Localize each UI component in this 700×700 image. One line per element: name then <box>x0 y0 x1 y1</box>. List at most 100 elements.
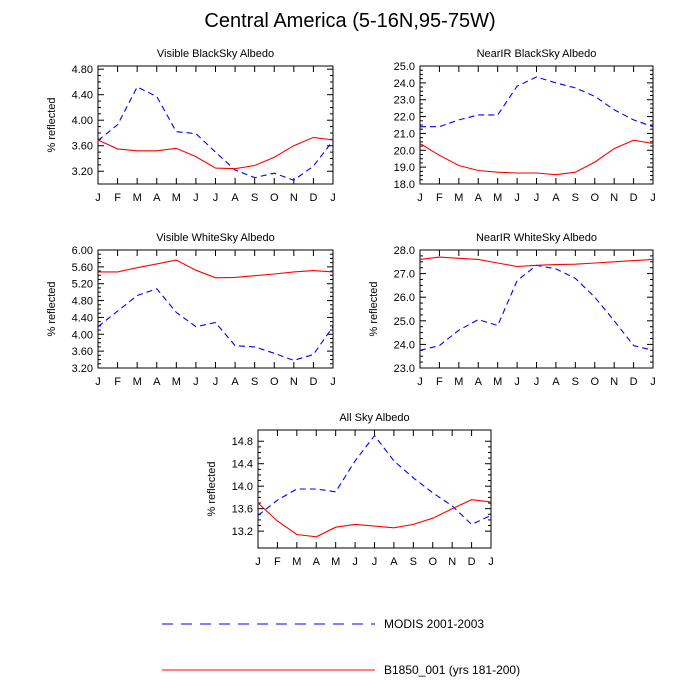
x-tick-label: J <box>417 376 423 388</box>
x-tick-label: J <box>488 556 494 568</box>
x-tick-label: J <box>330 376 336 388</box>
subplot-title: NearIR WhiteSky Albedo <box>476 232 597 244</box>
x-tick-label: N <box>448 556 456 568</box>
x-tick-label: S <box>251 192 258 204</box>
y-tick-label: 28.0 <box>394 245 415 257</box>
series-line-model <box>419 139 654 176</box>
y-tick-label: 24.0 <box>394 339 415 351</box>
y-tick-label: 4.80 <box>72 64 93 76</box>
x-tick-label: J <box>193 192 199 204</box>
x-tick-label: A <box>153 376 161 388</box>
x-tick-label: J <box>213 376 219 388</box>
x-tick-label: M <box>331 556 340 568</box>
x-tick-label: S <box>572 192 579 204</box>
series-line-modis <box>97 86 334 181</box>
x-tick-label: O <box>428 556 437 568</box>
y-tick-label: 3.20 <box>72 166 93 178</box>
y-tick-label: 14.0 <box>232 481 253 493</box>
x-tick-label: D <box>468 556 476 568</box>
y-tick-label: 27.0 <box>394 269 415 281</box>
x-tick-label: N <box>290 192 298 204</box>
y-axis-label: % reflected <box>46 281 58 336</box>
y-tick-label: 21.0 <box>394 128 415 140</box>
panel-visible-whitesky: Visible WhiteSky Albedo % reflected 3.20 3.… <box>46 232 336 388</box>
series-line-modis <box>257 434 492 526</box>
series-line-modis <box>420 76 654 128</box>
x-tick-label: N <box>610 376 618 388</box>
subplot-title: Visible BlackSky Albedo <box>157 48 274 60</box>
y-axis-label: % reflected <box>206 461 218 516</box>
y-tick-label: 5.60 <box>72 262 93 274</box>
x-tick-label: S <box>410 556 417 568</box>
x-tick-label: D <box>309 376 317 388</box>
x-tick-label: A <box>313 556 321 568</box>
figure-title: Central America (5-16N,95-75W) <box>204 10 496 32</box>
x-tick-label: A <box>552 376 560 388</box>
x-tick-label: O <box>270 192 279 204</box>
series-line-modis <box>97 288 334 361</box>
panel-nearir-blacksky: NearIR BlackSky Albedo 18.0 19.0 20.0 21.0 22… <box>394 48 656 204</box>
x-tick-label: M <box>454 376 463 388</box>
x-tick-label: A <box>231 192 239 204</box>
x-tick-label: M <box>172 192 181 204</box>
x-tick-label: J <box>534 376 540 388</box>
x-tick-label: M <box>454 192 463 204</box>
x-tick-label: F <box>114 376 121 388</box>
y-tick-label: 3.60 <box>72 141 93 153</box>
x-tick-label: J <box>650 376 656 388</box>
x-tick-label: J <box>213 192 219 204</box>
legend-label-model: B1850_001 (yrs 181-200) <box>384 663 520 677</box>
x-tick-label: A <box>475 192 483 204</box>
x-tick-label: F <box>114 192 121 204</box>
x-tick-label: N <box>610 192 618 204</box>
subplot-title: Visible WhiteSky Albedo <box>156 232 274 244</box>
x-tick-label: O <box>270 376 279 388</box>
x-tick-label: M <box>493 376 502 388</box>
y-tick-label: 14.8 <box>232 436 253 448</box>
y-tick-label: 23.0 <box>394 363 415 375</box>
y-tick-label: 3.20 <box>72 363 93 375</box>
y-tick-label: 5.20 <box>72 279 93 291</box>
series-line-model <box>419 256 654 268</box>
plot-frame <box>97 249 334 369</box>
x-tick-label: J <box>372 556 378 568</box>
x-tick-label: F <box>436 376 443 388</box>
y-tick-label: 4.80 <box>72 296 93 308</box>
y-axis-label: % reflected <box>46 97 58 152</box>
x-tick-label: J <box>95 192 101 204</box>
y-axis-label: % reflected <box>368 281 380 336</box>
y-tick-label: 4.40 <box>72 312 93 324</box>
x-tick-label: A <box>231 376 239 388</box>
x-tick-label: J <box>417 192 423 204</box>
x-tick-label: F <box>274 556 281 568</box>
y-tick-label: 26.0 <box>394 292 415 304</box>
y-tick-label: 24.0 <box>394 78 415 90</box>
x-tick-label: M <box>133 376 142 388</box>
y-tick-label: 14.4 <box>232 459 253 471</box>
x-tick-label: J <box>352 556 358 568</box>
y-tick-label: 19.0 <box>394 162 415 174</box>
series-line-model <box>97 136 334 170</box>
x-tick-label: J <box>534 192 540 204</box>
x-tick-label: S <box>572 376 579 388</box>
x-tick-label: D <box>630 376 638 388</box>
y-tick-label: 22.0 <box>394 112 415 124</box>
x-tick-label: J <box>95 376 101 388</box>
x-tick-label: D <box>630 192 638 204</box>
y-tick-label: 6.00 <box>72 245 93 257</box>
y-tick-label: 25.0 <box>394 316 415 328</box>
x-tick-label: A <box>390 556 398 568</box>
legend-label-modis: MODIS 2001-2003 <box>384 617 484 631</box>
x-tick-label: M <box>172 376 181 388</box>
x-tick-label: A <box>153 192 161 204</box>
x-tick-label: J <box>514 192 520 204</box>
x-tick-label: M <box>133 192 142 204</box>
x-tick-label: M <box>292 556 301 568</box>
series-line-model <box>98 259 334 279</box>
y-tick-label: 4.00 <box>72 115 93 127</box>
legend: MODIS 2001-2003 B1850_001 (yrs 181-200) <box>162 617 520 677</box>
x-tick-label: D <box>309 192 317 204</box>
y-tick-label: 3.60 <box>72 346 93 358</box>
y-tick-label: 13.6 <box>232 504 253 516</box>
